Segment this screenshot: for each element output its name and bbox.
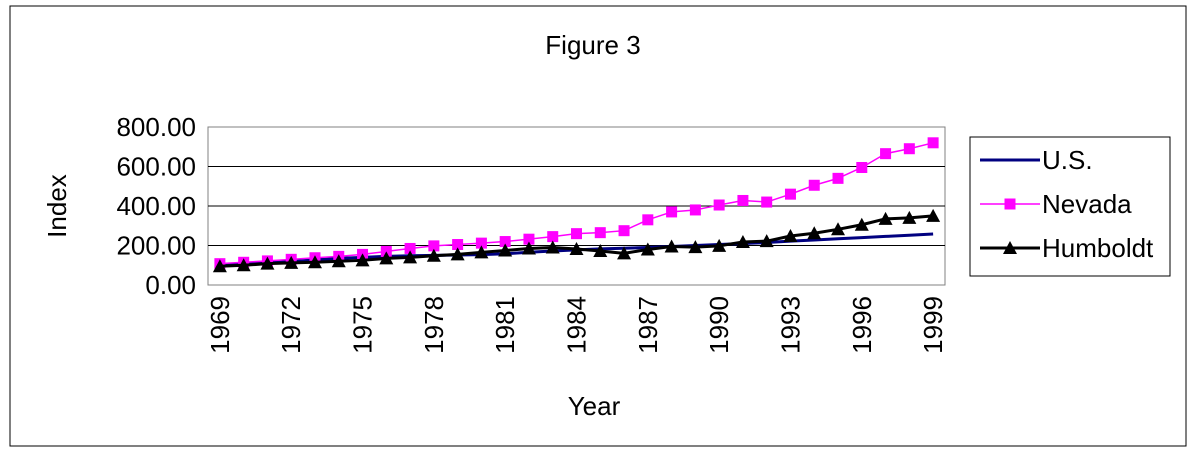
data-point-humboldt (307, 255, 322, 269)
data-point-humboldt (236, 258, 251, 272)
legend-item-humboldt: Humboldt (980, 233, 1154, 263)
data-point-humboldt (545, 240, 560, 254)
data-point-nevada (571, 228, 582, 240)
legend-item-nevada: Nevada (980, 189, 1132, 219)
legend-item-u-s: U.S. (980, 145, 1093, 175)
x-tick-label: 1987 (633, 296, 663, 354)
data-point-humboldt (617, 246, 632, 260)
data-point-nevada (499, 236, 511, 248)
x-tick-label: 1990 (704, 296, 734, 354)
y-axis-ticks: 0.00 200.00 400.00 600.00 800.00 (116, 112, 196, 300)
data-point-nevada (523, 233, 535, 245)
x-tick-label: 1993 (775, 296, 805, 354)
data-point-nevada (761, 196, 773, 208)
data-point-humboldt (355, 253, 370, 267)
x-axis-ticks: 1969 1972 1975 1978 1981 1984 1987 1990 1993 1996… (205, 296, 948, 354)
data-point-humboldt (878, 211, 893, 225)
x-tick-label: 1969 (205, 296, 235, 354)
x-tick-label: 1996 (847, 296, 877, 354)
data-point-humboldt (735, 234, 750, 248)
data-point-nevada (666, 206, 678, 218)
data-point-humboldt (783, 229, 798, 243)
y-tick-label: 600.00 (116, 152, 196, 182)
data-point-humboldt (759, 234, 774, 248)
legend-label-u-s: U.S. (1042, 145, 1093, 175)
x-tick-label: 1978 (419, 296, 449, 354)
data-point-nevada (880, 148, 892, 160)
data-point-nevada (475, 237, 487, 249)
data-point-nevada (428, 240, 440, 252)
data-point-humboldt (902, 210, 917, 224)
data-point-humboldt (712, 238, 727, 252)
data-point-humboldt (569, 242, 584, 256)
legend: U.S. Nevada Humboldt (980, 145, 1154, 263)
data-point-humboldt (831, 222, 846, 236)
data-point-humboldt (807, 226, 822, 240)
chart-title: Figure 3 (545, 30, 640, 60)
data-point-nevada (808, 179, 820, 191)
data-point-humboldt (379, 251, 394, 265)
legend-marker-humboldt (1003, 241, 1017, 254)
data-point-humboldt (212, 259, 227, 273)
data-point-nevada (737, 194, 749, 206)
data-point-nevada (452, 239, 464, 251)
data-point-humboldt (688, 240, 703, 254)
data-point-nevada (784, 188, 796, 200)
data-point-nevada (642, 214, 654, 226)
data-point-nevada (832, 172, 844, 184)
data-point-humboldt (926, 208, 941, 222)
data-point-humboldt (474, 245, 489, 259)
x-tick-label: 1984 (562, 296, 592, 354)
x-axis-label: Year (568, 391, 621, 421)
data-point-humboldt (260, 256, 275, 270)
x-tick-label: 1981 (490, 296, 520, 354)
data-point-humboldt (640, 242, 655, 256)
data-point-humboldt (664, 239, 679, 253)
y-tick-label: 800.00 (116, 112, 196, 142)
x-tick-label: 1999 (918, 296, 948, 354)
data-point-humboldt (284, 255, 299, 269)
data-point-humboldt (426, 248, 441, 262)
series-group (212, 137, 941, 273)
data-point-humboldt (593, 244, 608, 258)
data-point-humboldt (498, 243, 513, 257)
data-point-humboldt (331, 254, 346, 268)
data-point-nevada (594, 227, 606, 239)
x-tick-label: 1975 (348, 296, 378, 354)
data-point-nevada (689, 204, 701, 216)
data-point-nevada (618, 225, 630, 237)
data-point-humboldt (854, 217, 869, 231)
x-tick-label: 1972 (276, 296, 306, 354)
series-humboldt (212, 208, 941, 273)
y-tick-label: 0.00 (145, 270, 196, 300)
data-point-nevada (547, 231, 559, 243)
y-tick-label: 400.00 (116, 191, 196, 221)
legend-label-humboldt: Humboldt (1042, 233, 1154, 263)
legend-marker-nevada (1004, 198, 1016, 210)
legend-label-nevada: Nevada (1042, 189, 1132, 219)
data-point-nevada (856, 161, 868, 173)
data-point-nevada (404, 242, 416, 254)
y-tick-label: 200.00 (116, 231, 196, 261)
data-point-nevada (903, 143, 915, 155)
data-point-nevada (713, 199, 725, 211)
data-point-humboldt (521, 241, 536, 255)
data-point-humboldt (403, 250, 418, 264)
data-point-humboldt (450, 247, 465, 261)
y-axis-label: Index (42, 174, 72, 238)
data-point-nevada (927, 137, 939, 149)
